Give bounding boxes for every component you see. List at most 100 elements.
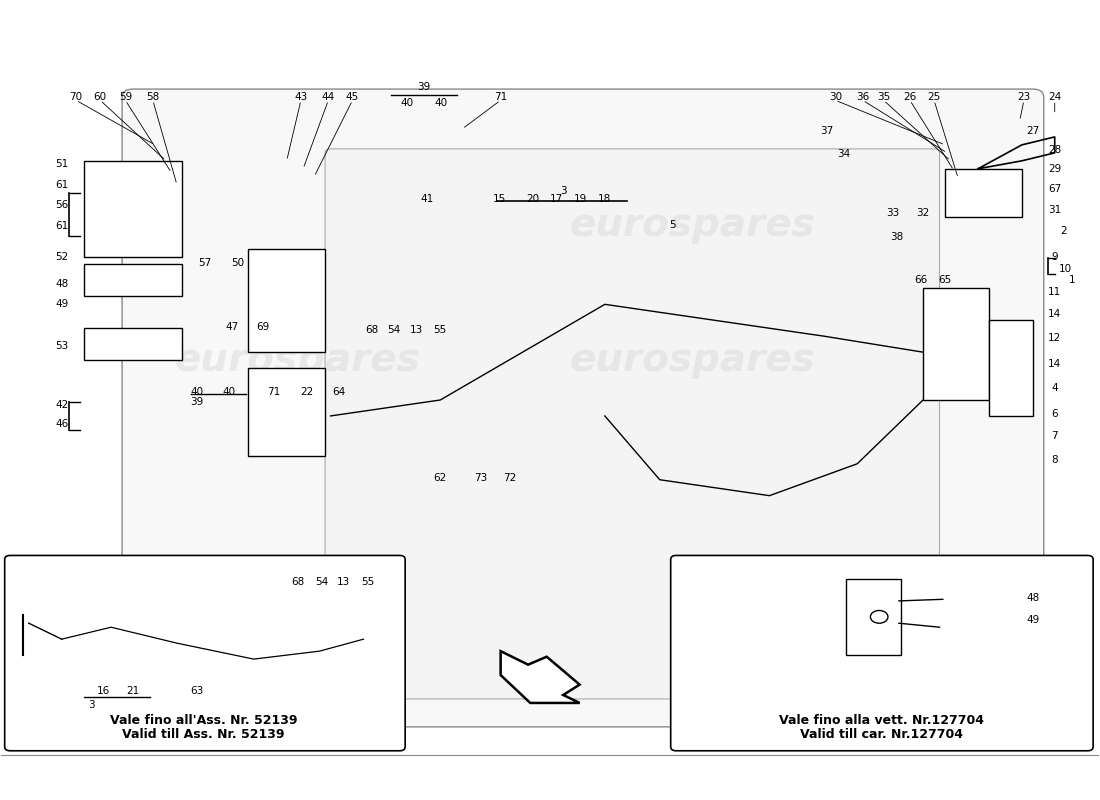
Text: 38: 38	[890, 231, 903, 242]
Text: 44: 44	[321, 92, 336, 102]
Text: 13: 13	[409, 325, 422, 335]
Text: 40: 40	[400, 98, 414, 109]
Text: 5: 5	[670, 220, 676, 230]
Text: 60: 60	[94, 92, 107, 102]
Text: 9: 9	[1052, 251, 1058, 262]
Text: 30: 30	[828, 92, 842, 102]
Text: 72: 72	[503, 473, 516, 483]
Text: 49: 49	[55, 299, 68, 310]
Text: 66: 66	[914, 274, 927, 285]
Bar	[84, 328, 183, 360]
Text: 67: 67	[1048, 184, 1062, 194]
Text: 54: 54	[387, 325, 400, 335]
Text: 40: 40	[190, 387, 204, 397]
Text: 27: 27	[1026, 126, 1039, 135]
Text: 43: 43	[295, 92, 308, 102]
Text: 4: 4	[1052, 383, 1058, 393]
Text: 6: 6	[1052, 410, 1058, 419]
Text: 40: 40	[434, 98, 448, 109]
Bar	[84, 161, 183, 257]
Text: 14: 14	[1048, 309, 1062, 319]
Text: 53: 53	[55, 341, 68, 350]
Bar	[249, 249, 326, 352]
Text: 21: 21	[126, 686, 140, 696]
Text: 32: 32	[916, 208, 930, 218]
Polygon shape	[500, 651, 580, 703]
Text: 34: 34	[837, 150, 850, 159]
Text: 55: 55	[361, 577, 374, 586]
Text: eurospares: eurospares	[570, 206, 815, 244]
Text: Valid till Ass. Nr. 52139: Valid till Ass. Nr. 52139	[122, 728, 285, 742]
Text: 42: 42	[55, 400, 68, 410]
Text: 37: 37	[820, 126, 833, 135]
Text: 22: 22	[300, 387, 313, 397]
Bar	[846, 579, 901, 655]
Text: 62: 62	[433, 473, 447, 483]
Text: 55: 55	[433, 325, 447, 335]
Text: 71: 71	[267, 387, 280, 397]
Bar	[989, 320, 1033, 416]
Text: 50: 50	[231, 258, 244, 268]
Text: eurospares: eurospares	[175, 341, 420, 379]
Text: 46: 46	[55, 419, 68, 429]
Bar	[249, 368, 326, 456]
Text: 16: 16	[97, 686, 110, 696]
Text: 39: 39	[190, 398, 204, 407]
Text: 59: 59	[119, 92, 132, 102]
Text: 23: 23	[1018, 92, 1031, 102]
Text: 36: 36	[856, 92, 869, 102]
Text: 20: 20	[526, 194, 539, 204]
Text: Vale fino alla vett. Nr.127704: Vale fino alla vett. Nr.127704	[779, 714, 983, 727]
Text: 51: 51	[55, 159, 68, 169]
Text: 10: 10	[1059, 264, 1072, 274]
Text: 52: 52	[55, 251, 68, 262]
Text: 45: 45	[345, 92, 359, 102]
Text: 29: 29	[1048, 164, 1062, 174]
Text: 26: 26	[903, 92, 916, 102]
Text: 64: 64	[332, 387, 346, 397]
Text: 12: 12	[1048, 333, 1062, 343]
Text: 33: 33	[886, 208, 899, 218]
FancyBboxPatch shape	[671, 555, 1093, 750]
Bar	[923, 288, 989, 400]
Text: Valid till car. Nr.127704: Valid till car. Nr.127704	[800, 728, 962, 742]
Bar	[945, 169, 1022, 217]
Text: 1: 1	[1069, 275, 1076, 286]
Text: 68: 68	[365, 325, 378, 335]
Text: eurospares: eurospares	[570, 341, 815, 379]
Text: 54: 54	[316, 577, 329, 586]
Text: 69: 69	[256, 322, 270, 332]
FancyBboxPatch shape	[326, 149, 939, 699]
Text: 13: 13	[337, 577, 350, 586]
Text: 35: 35	[877, 92, 890, 102]
Bar	[84, 265, 183, 296]
Text: 71: 71	[494, 92, 507, 102]
Text: 17: 17	[550, 194, 563, 204]
Text: 15: 15	[493, 194, 506, 204]
Text: 11: 11	[1048, 287, 1062, 298]
Text: 61: 61	[55, 222, 68, 231]
Text: 41: 41	[420, 194, 433, 204]
Text: 7: 7	[1052, 431, 1058, 441]
Text: 68: 68	[292, 577, 305, 586]
Text: 3: 3	[560, 186, 566, 196]
Text: 47: 47	[226, 322, 239, 332]
FancyBboxPatch shape	[4, 555, 405, 750]
Text: 56: 56	[55, 201, 68, 210]
Text: 65: 65	[938, 274, 952, 285]
Text: 57: 57	[198, 258, 211, 268]
Text: 31: 31	[1048, 206, 1062, 215]
Text: Vale fino all'Ass. Nr. 52139: Vale fino all'Ass. Nr. 52139	[110, 714, 297, 727]
Text: 18: 18	[598, 194, 612, 204]
Text: 39: 39	[417, 82, 430, 92]
Text: 24: 24	[1048, 92, 1062, 102]
Text: 48: 48	[55, 279, 68, 290]
Text: 49: 49	[1026, 615, 1039, 625]
Text: 58: 58	[146, 92, 160, 102]
Text: 28: 28	[1048, 146, 1062, 155]
Text: 40: 40	[222, 387, 235, 397]
Text: 14: 14	[1048, 359, 1062, 369]
Text: 3: 3	[88, 699, 95, 710]
Text: 73: 73	[474, 473, 487, 483]
Text: 19: 19	[574, 194, 587, 204]
